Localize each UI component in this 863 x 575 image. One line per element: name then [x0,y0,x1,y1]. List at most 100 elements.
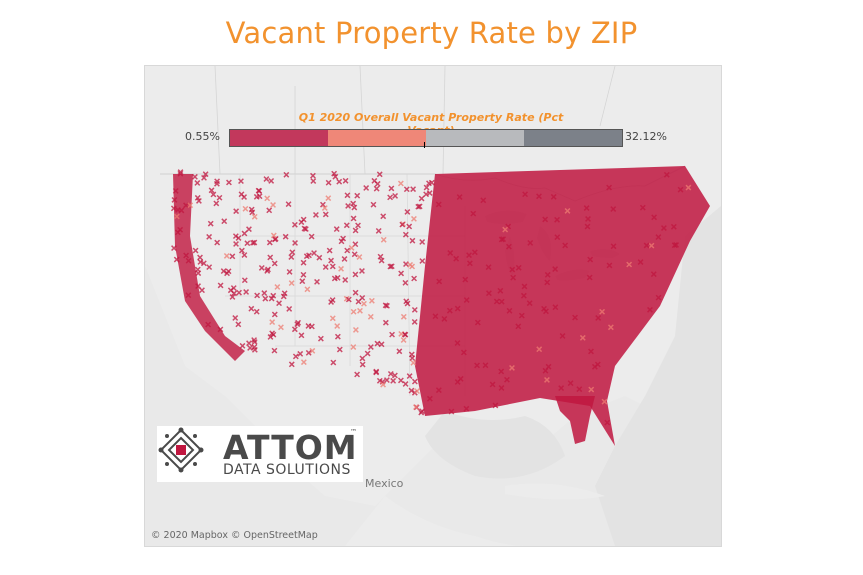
zip-marker [326,247,333,254]
zip-marker [172,187,179,194]
gulf-of-mexico [425,411,565,479]
zip-marker [195,283,202,290]
zip-marker [399,221,406,228]
zip-marker [359,294,366,301]
zip-marker [505,243,512,250]
zip-marker [373,369,380,376]
zip-marker [411,275,418,282]
zip-marker [498,368,505,375]
zip-markers [170,166,710,446]
zip-marker [435,387,442,394]
zip-marker [409,237,416,244]
zip-marker [466,260,473,267]
zip-marker [235,235,242,241]
zip-marker [526,300,533,307]
zip-marker [414,388,420,395]
zip-marker [246,340,252,347]
zip-marker [373,185,380,192]
zip-marker [329,263,336,270]
zip-marker [500,236,507,243]
zip-marker [397,180,404,187]
zip-marker [285,201,292,208]
zip-marker [648,242,655,249]
zip-marker [387,263,394,270]
zip-marker [289,249,296,256]
zip-marker [410,186,417,193]
zip-marker [238,178,244,185]
zip-marker [601,398,608,405]
zip-marker [359,355,366,362]
zip-marker [223,252,230,259]
zip-marker [294,321,301,328]
zip-marker [325,179,332,186]
zip-marker [171,196,178,203]
zip-marker [343,222,350,229]
zip-marker [606,262,613,269]
zip-marker [248,305,255,312]
zip-marker [380,236,387,243]
map-canvas[interactable] [145,66,721,546]
legend-color-bar[interactable] [229,129,623,147]
zip-marker [506,307,513,314]
zip-marker [329,315,336,322]
zip-marker [250,239,256,246]
zip-marker [264,195,271,202]
zip-marker [419,258,426,264]
zip-marker [344,247,351,254]
zip-marker [392,192,399,199]
zip-marker [527,239,534,246]
logo-subtitle: DATA SOLUTIONS [223,462,351,478]
zip-marker [441,315,448,322]
zip-marker [224,270,230,277]
zip-marker [171,245,177,252]
zip-marker [370,201,377,208]
zip-marker [576,386,583,393]
zip-marker [391,372,398,379]
zip-marker [308,233,315,240]
zip-marker [267,254,274,261]
zip-marker [408,387,415,394]
zip-marker [229,294,236,300]
zip-marker [509,364,515,371]
zip-marker [387,370,394,377]
zip-marker [485,290,492,297]
zip-marker [236,289,242,296]
zip-marker [588,386,595,393]
zip-marker [322,264,329,271]
zip-marker [191,173,198,180]
zip-marker [390,377,397,384]
zip-marker [350,308,357,315]
zip-marker [270,292,277,299]
zip-marker [173,213,180,220]
zip-marker [515,323,522,330]
zip-marker [536,346,543,353]
zip-marker [352,326,359,333]
zip-marker [497,287,504,294]
zip-marker [647,306,653,313]
zip-marker [471,249,478,256]
zip-marker [521,283,528,290]
zip-marker [510,274,517,281]
zip-marker [382,319,389,326]
zip-marker [229,253,236,260]
zip-marker [271,311,278,318]
zip-marker [368,297,375,304]
zip-marker [174,229,181,236]
zip-marker [299,278,306,285]
map-attribution[interactable]: © 2020 Mapbox © OpenStreetMap [151,530,318,541]
zip-marker [269,319,276,326]
zip-marker [498,236,505,243]
zip-marker [352,227,359,234]
zip-marker [243,289,250,295]
zip-marker [345,203,352,209]
zip-marker [268,295,275,302]
zip-marker [466,252,472,259]
zip-marker [610,206,617,212]
zip-marker [185,292,192,299]
zip-marker [205,321,212,328]
attom-logo: ATTOM ™ DATA SOLUTIONS [157,426,363,482]
zip-marker [231,290,238,297]
zip-marker [410,215,417,222]
zip-marker [238,247,245,254]
map-view[interactable]: Q1 2020 Overall Vacant Property Rate (Pc… [144,65,722,547]
